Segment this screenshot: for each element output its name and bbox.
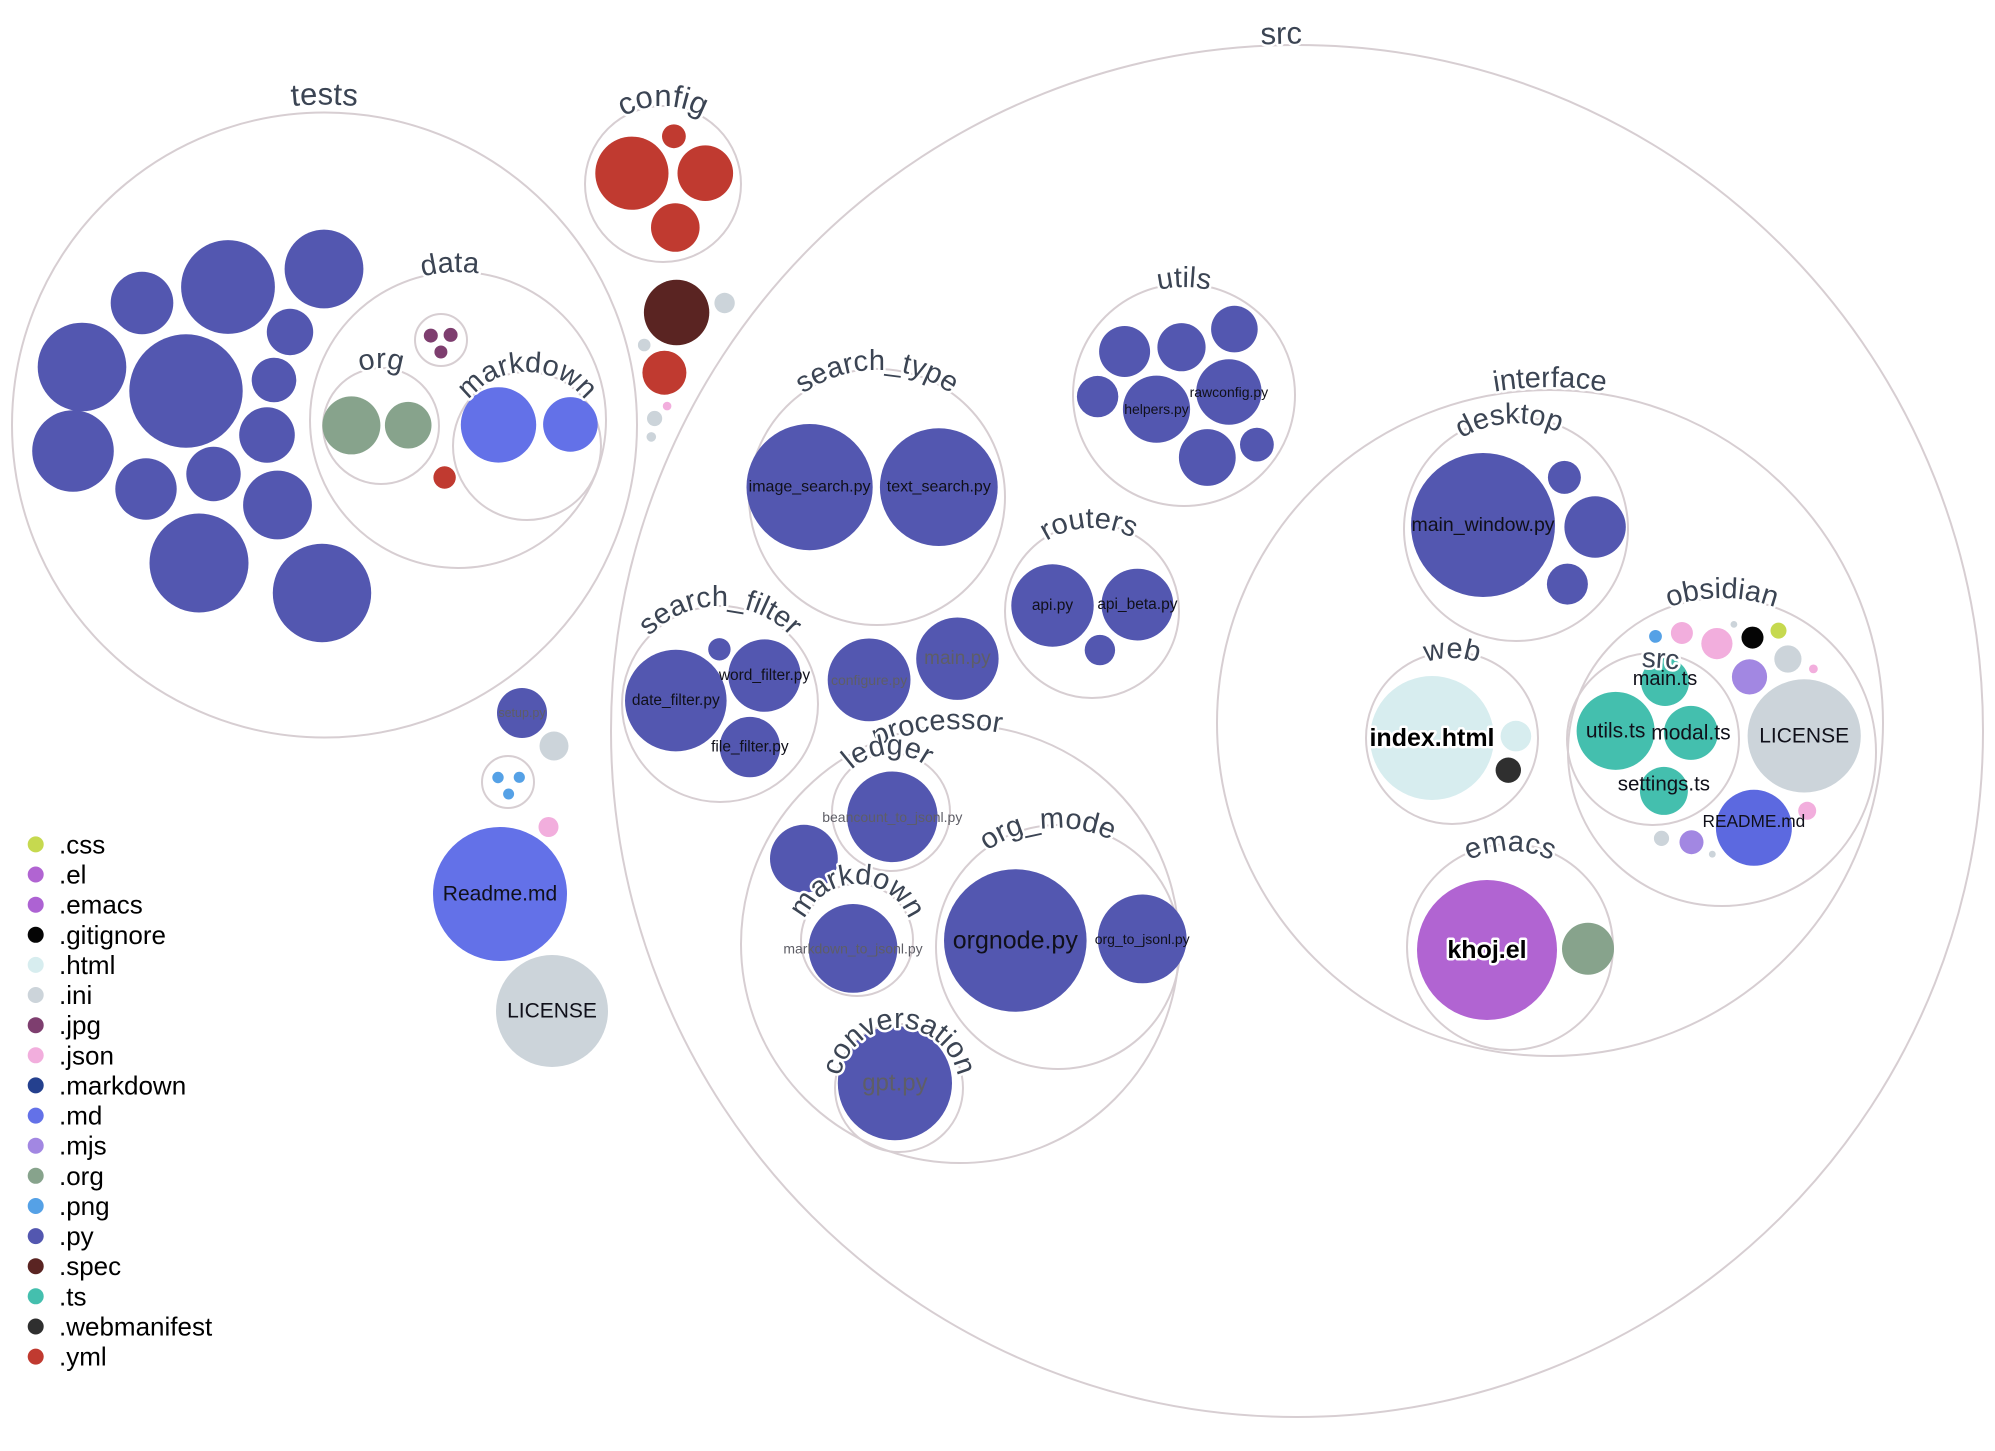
svg-text:web: web bbox=[1420, 633, 1484, 669]
svg-text:routers: routers bbox=[1034, 503, 1142, 547]
svg-text:.css: .css bbox=[59, 829, 105, 859]
svg-text:gpt.py: gpt.py bbox=[862, 1070, 927, 1097]
svg-text:src: src bbox=[1641, 642, 1680, 676]
svg-text:org: org bbox=[355, 343, 407, 378]
svg-text:orgnode.py: orgnode.py bbox=[953, 927, 1079, 955]
svg-text:image_search.py: image_search.py bbox=[749, 479, 871, 496]
svg-text:text_search.py: text_search.py bbox=[887, 479, 991, 496]
svg-text:data: data bbox=[418, 247, 482, 283]
svg-text:.jpg: .jpg bbox=[59, 1010, 101, 1040]
svg-text:search_filter: search_filter bbox=[632, 581, 808, 641]
svg-text:emacs: emacs bbox=[1460, 826, 1561, 867]
svg-text:.el: .el bbox=[59, 860, 86, 890]
svg-text:markdown: markdown bbox=[451, 347, 603, 405]
svg-text:.html: .html bbox=[59, 950, 115, 980]
svg-text:api.py: api.py bbox=[1032, 597, 1074, 614]
svg-text:.png: .png bbox=[59, 1191, 110, 1221]
svg-text:.py: .py bbox=[59, 1221, 94, 1251]
svg-text:.emacs: .emacs bbox=[59, 890, 143, 920]
svg-text:beancount_to_jsonl.py: beancount_to_jsonl.py bbox=[822, 809, 962, 825]
svg-text:.yml: .yml bbox=[59, 1342, 107, 1372]
svg-text:LICENSE: LICENSE bbox=[507, 1000, 597, 1023]
svg-text:.gitignore: .gitignore bbox=[59, 920, 166, 950]
svg-text:.ts: .ts bbox=[59, 1281, 86, 1311]
svg-text:modal.ts: modal.ts bbox=[1651, 721, 1730, 744]
svg-text:obsidian: obsidian bbox=[1662, 573, 1783, 614]
svg-text:Readme.md: Readme.md bbox=[443, 883, 557, 906]
svg-text:index.html: index.html bbox=[1369, 724, 1494, 752]
svg-text:.ini: .ini bbox=[59, 980, 92, 1010]
svg-text:org_to_jsonl.py: org_to_jsonl.py bbox=[1095, 931, 1190, 947]
svg-text:search_type: search_type bbox=[789, 345, 964, 400]
svg-text:configure.py: configure.py bbox=[831, 672, 907, 688]
svg-text:setup.py: setup.py bbox=[498, 706, 546, 720]
svg-text:.md: .md bbox=[59, 1101, 102, 1131]
svg-text:utils.ts: utils.ts bbox=[1586, 719, 1646, 742]
svg-text:helpers.py: helpers.py bbox=[1124, 401, 1189, 417]
svg-text:desktop: desktop bbox=[1450, 398, 1567, 444]
svg-text:org_mode: org_mode bbox=[974, 803, 1121, 857]
svg-text:file_filter.py: file_filter.py bbox=[711, 739, 789, 756]
svg-text:LICENSE: LICENSE bbox=[1759, 724, 1849, 747]
svg-text:.json: .json bbox=[59, 1040, 114, 1070]
svg-text:ledger: ledger bbox=[836, 729, 940, 775]
svg-text:rawconfig.py: rawconfig.py bbox=[1190, 384, 1269, 400]
svg-text:.markdown: .markdown bbox=[59, 1070, 186, 1100]
svg-text:.webmanifest: .webmanifest bbox=[59, 1312, 213, 1342]
svg-text:main.py: main.py bbox=[924, 648, 991, 669]
svg-text:.spec: .spec bbox=[59, 1251, 121, 1281]
svg-text:main_window.py: main_window.py bbox=[1411, 514, 1554, 536]
svg-text:utils: utils bbox=[1154, 262, 1214, 297]
svg-text:date_filter.py: date_filter.py bbox=[632, 692, 720, 709]
svg-text:khoj.el: khoj.el bbox=[1447, 936, 1526, 964]
svg-text:api_beta.py: api_beta.py bbox=[1097, 596, 1177, 613]
svg-text:tests: tests bbox=[289, 76, 359, 113]
svg-text:main.ts: main.ts bbox=[1633, 668, 1697, 690]
svg-text:README.md: README.md bbox=[1703, 811, 1806, 831]
svg-text:.mjs: .mjs bbox=[59, 1131, 107, 1161]
svg-text:settings.ts: settings.ts bbox=[1618, 772, 1710, 795]
svg-text:word_filter.py: word_filter.py bbox=[718, 667, 811, 684]
svg-text:config: config bbox=[612, 78, 714, 123]
svg-text:.org: .org bbox=[59, 1161, 104, 1191]
svg-text:src: src bbox=[1260, 16, 1302, 52]
svg-text:interface: interface bbox=[1491, 362, 1609, 399]
svg-text:markdown_to_jsonl.py: markdown_to_jsonl.py bbox=[783, 940, 922, 956]
